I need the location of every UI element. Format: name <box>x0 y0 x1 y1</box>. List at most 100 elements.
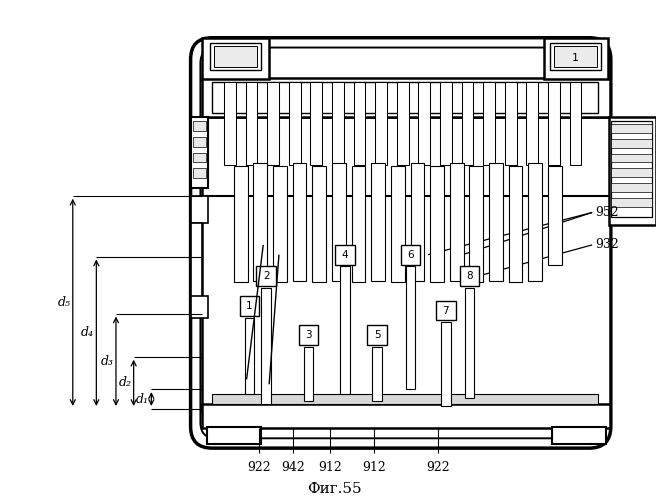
Text: 922: 922 <box>248 461 271 474</box>
Bar <box>418 82 430 166</box>
Bar <box>234 166 248 282</box>
Bar <box>312 166 326 282</box>
Text: 912: 912 <box>362 461 386 474</box>
Bar <box>335 245 355 264</box>
Bar <box>214 46 258 67</box>
Bar <box>483 82 495 166</box>
Bar <box>441 322 451 406</box>
Bar <box>611 124 652 133</box>
Bar <box>611 168 652 177</box>
Bar <box>246 82 258 166</box>
Text: 952: 952 <box>595 206 619 219</box>
Bar <box>554 46 597 67</box>
FancyBboxPatch shape <box>191 38 611 448</box>
Bar <box>367 326 387 345</box>
Text: d₃: d₃ <box>101 354 114 368</box>
Bar <box>203 404 610 428</box>
Bar <box>352 166 365 282</box>
Text: 922: 922 <box>426 461 450 474</box>
Bar <box>191 196 209 224</box>
Text: 2: 2 <box>263 272 269 281</box>
Bar <box>289 82 301 166</box>
Bar <box>191 117 209 188</box>
Bar <box>528 164 542 281</box>
Bar <box>548 82 560 166</box>
Bar <box>332 164 346 281</box>
Bar <box>410 164 424 281</box>
Bar <box>436 301 455 320</box>
Bar <box>203 38 269 79</box>
Bar <box>449 164 463 281</box>
Bar <box>465 288 475 398</box>
Bar <box>310 82 322 166</box>
Text: 4: 4 <box>342 250 348 260</box>
Bar <box>207 426 261 444</box>
Bar <box>397 82 408 166</box>
Text: 8: 8 <box>466 272 473 281</box>
Text: Фиг.55: Фиг.55 <box>308 482 362 496</box>
Bar <box>273 166 287 282</box>
Bar <box>611 139 652 147</box>
Bar <box>544 38 608 79</box>
Bar <box>332 82 344 166</box>
Bar <box>569 82 581 166</box>
Text: 912: 912 <box>318 461 342 474</box>
Bar <box>461 82 473 166</box>
Bar <box>303 347 313 401</box>
Bar <box>371 164 385 281</box>
Bar <box>505 82 516 166</box>
Bar <box>193 121 207 131</box>
Bar <box>611 154 652 162</box>
Text: d₄: d₄ <box>81 326 94 340</box>
Bar <box>191 224 203 302</box>
Text: 5: 5 <box>374 330 381 340</box>
Bar <box>213 82 598 114</box>
Bar <box>193 152 207 162</box>
Bar <box>299 326 318 345</box>
Bar <box>240 296 260 316</box>
Bar <box>401 245 420 264</box>
Bar <box>354 82 365 166</box>
Bar <box>548 166 562 264</box>
Text: 3: 3 <box>305 330 312 340</box>
Bar <box>191 296 209 318</box>
Bar <box>244 318 254 394</box>
Bar <box>224 82 236 166</box>
Bar <box>254 164 267 281</box>
Bar <box>193 137 207 146</box>
Text: d₂: d₂ <box>118 376 131 390</box>
Text: d₅: d₅ <box>58 296 70 309</box>
Bar <box>213 394 598 404</box>
Text: 6: 6 <box>407 250 414 260</box>
Bar <box>267 82 279 166</box>
Text: 1: 1 <box>246 301 253 311</box>
Bar <box>459 266 479 286</box>
Bar <box>611 198 652 206</box>
Bar <box>611 183 652 192</box>
Bar <box>430 166 444 282</box>
Bar <box>508 166 522 282</box>
Bar <box>256 266 276 286</box>
Bar <box>611 121 652 218</box>
Bar <box>261 288 271 404</box>
Bar <box>372 347 382 401</box>
Text: 932: 932 <box>595 238 619 252</box>
Bar <box>391 166 404 282</box>
Text: 7: 7 <box>443 306 449 316</box>
Bar <box>469 166 483 282</box>
Bar <box>552 426 606 444</box>
Bar <box>203 117 610 412</box>
Bar <box>406 266 416 389</box>
Bar <box>489 164 503 281</box>
Bar <box>193 168 207 178</box>
Bar <box>526 82 538 166</box>
Bar <box>609 117 656 225</box>
Bar <box>375 82 387 166</box>
Bar <box>211 42 261 70</box>
Bar <box>340 266 350 394</box>
Text: d₁: d₁ <box>136 392 149 406</box>
Text: 942: 942 <box>281 461 305 474</box>
Text: 1: 1 <box>572 54 579 64</box>
Bar <box>203 78 610 117</box>
Bar <box>293 164 307 281</box>
